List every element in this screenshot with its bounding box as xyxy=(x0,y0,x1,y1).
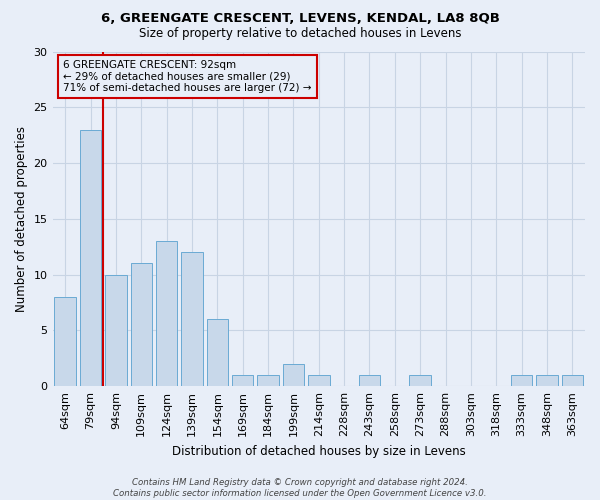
Bar xyxy=(308,375,329,386)
Bar xyxy=(232,375,253,386)
Y-axis label: Number of detached properties: Number of detached properties xyxy=(15,126,28,312)
Bar xyxy=(562,375,583,386)
Bar xyxy=(257,375,279,386)
Bar xyxy=(131,264,152,386)
Text: 6, GREENGATE CRESCENT, LEVENS, KENDAL, LA8 8QB: 6, GREENGATE CRESCENT, LEVENS, KENDAL, L… xyxy=(101,12,499,26)
Bar xyxy=(206,319,228,386)
Text: 6 GREENGATE CRESCENT: 92sqm
← 29% of detached houses are smaller (29)
71% of sem: 6 GREENGATE CRESCENT: 92sqm ← 29% of det… xyxy=(63,60,311,93)
Bar xyxy=(359,375,380,386)
Bar xyxy=(80,130,101,386)
Bar xyxy=(283,364,304,386)
Bar xyxy=(536,375,558,386)
Text: Contains HM Land Registry data © Crown copyright and database right 2024.
Contai: Contains HM Land Registry data © Crown c… xyxy=(113,478,487,498)
Bar xyxy=(409,375,431,386)
Bar xyxy=(105,274,127,386)
Bar xyxy=(511,375,532,386)
X-axis label: Distribution of detached houses by size in Levens: Distribution of detached houses by size … xyxy=(172,444,466,458)
Bar xyxy=(55,297,76,386)
Text: Size of property relative to detached houses in Levens: Size of property relative to detached ho… xyxy=(139,28,461,40)
Bar xyxy=(181,252,203,386)
Bar xyxy=(156,241,178,386)
